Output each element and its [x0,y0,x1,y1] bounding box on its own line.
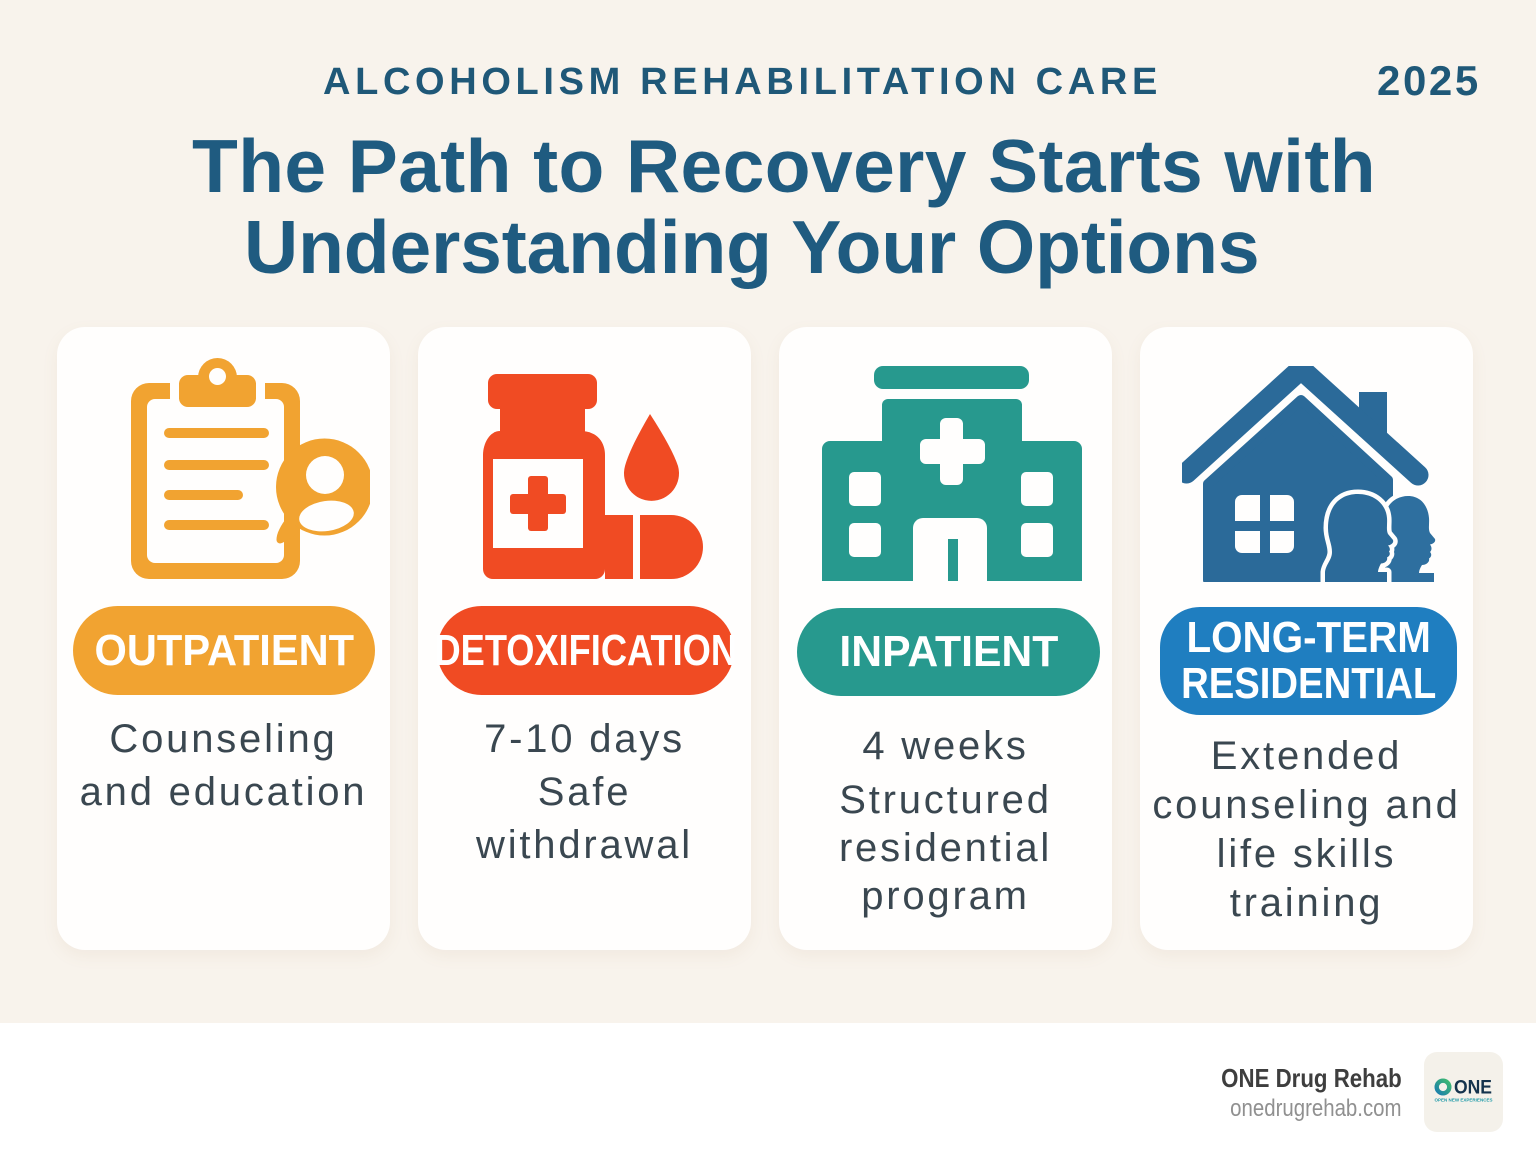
svg-text:ONE: ONE [1454,1077,1492,1099]
svg-text:OPEN NEW EXPERIENCES: OPEN NEW EXPERIENCES [1435,1098,1493,1103]
